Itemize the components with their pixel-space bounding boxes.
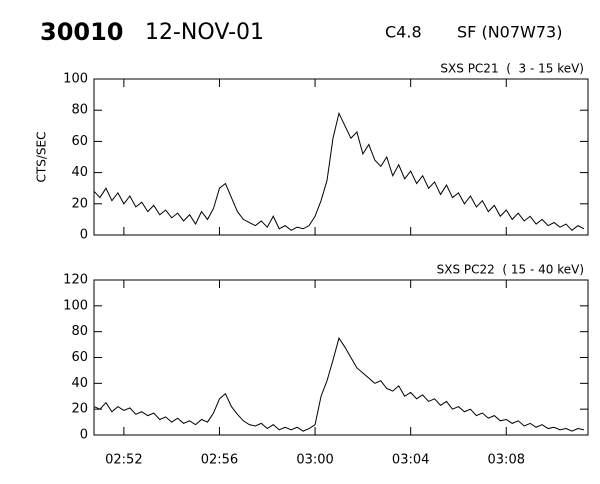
y-tick-label: 20 bbox=[71, 402, 88, 417]
y-tick-label: 80 bbox=[71, 324, 88, 339]
y-tick-label: 40 bbox=[71, 376, 88, 391]
data-line bbox=[93, 336, 585, 432]
plot-frame bbox=[93, 78, 589, 236]
legend-label: SXS PC22 ( 15 - 40 keV) bbox=[437, 263, 584, 277]
x-tick-label: 02:52 bbox=[105, 453, 142, 468]
y-tick-label: 100 bbox=[63, 298, 88, 313]
y-tick-label: 60 bbox=[71, 350, 88, 365]
x-tick-label: 02:56 bbox=[201, 453, 238, 468]
y-tick-label: 40 bbox=[71, 165, 88, 180]
legend-label: SXS PC21 ( 3 - 15 keV) bbox=[440, 62, 584, 76]
y-tick-label: 60 bbox=[71, 134, 88, 149]
event-id: 30010 bbox=[40, 18, 124, 46]
x-tick-label: 03:00 bbox=[296, 453, 333, 468]
x-tick-label: 03:08 bbox=[488, 453, 525, 468]
flare-class: C4.8 bbox=[385, 23, 422, 42]
y-tick-label: 80 bbox=[71, 103, 88, 118]
y-tick-label: 100 bbox=[63, 72, 88, 87]
y-tick-label: 120 bbox=[63, 273, 88, 288]
y-tick-label: 20 bbox=[71, 196, 88, 211]
y-axis-label: CTS/SEC bbox=[35, 132, 49, 183]
y-tick-label: 0 bbox=[80, 228, 88, 243]
event-date: 12-NOV-01 bbox=[145, 20, 264, 45]
y-tick-label: 0 bbox=[80, 428, 88, 443]
x-tick-label: 03:04 bbox=[392, 453, 429, 468]
flare-location: SF (N07W73) bbox=[457, 23, 562, 42]
data-line bbox=[93, 111, 585, 231]
